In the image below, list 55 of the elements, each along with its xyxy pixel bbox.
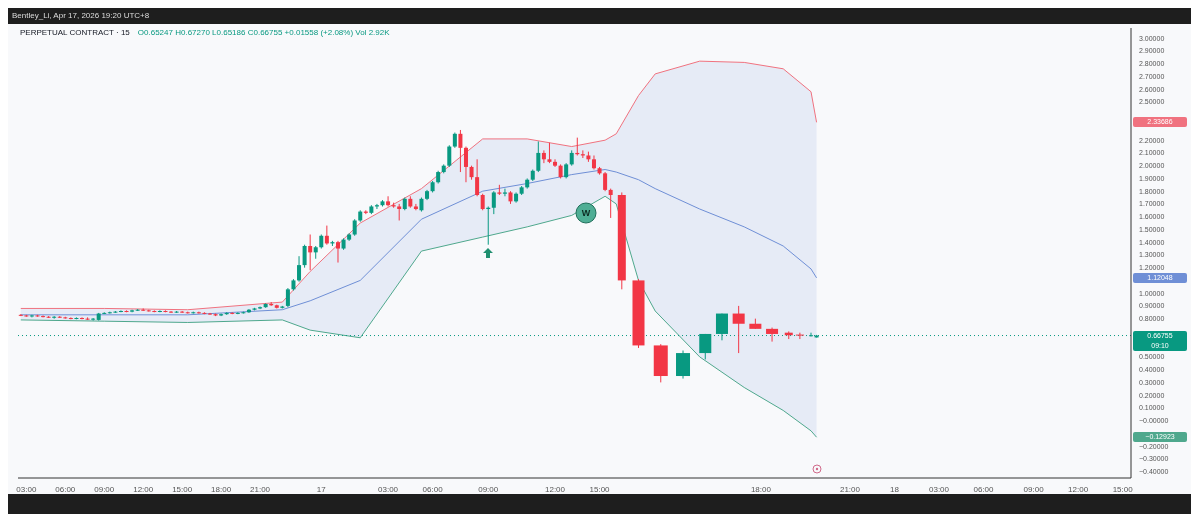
x-tick-label: 18:00	[211, 484, 232, 494]
x-tick-label: 03:00	[928, 484, 950, 494]
text: Bentley_Li, Apr 17, 2026 19:20 UTC+8	[11, 10, 151, 22]
x-tick-label: 18:00	[750, 484, 772, 494]
x-tick-label: 12:00	[1068, 484, 1089, 494]
x-tick-label: 15:00	[172, 484, 193, 494]
candlestick	[447, 144, 452, 168]
candlestick	[285, 287, 290, 308]
candlestick	[553, 158, 558, 168]
candlestick	[324, 225, 329, 246]
x-tick-label: 09:00	[1023, 484, 1045, 494]
x-tick-label: 15:00	[1112, 484, 1134, 494]
candlestick	[308, 234, 313, 271]
x-tick-label: 15:00	[589, 484, 611, 494]
x-tick-label: 03:00	[378, 484, 399, 494]
candlestick	[475, 158, 480, 197]
x-tick-label: 21:00	[250, 484, 271, 494]
line-series	[20, 60, 818, 311]
candlestick	[547, 142, 552, 164]
candlestick	[169, 310, 174, 314]
candlestick	[463, 146, 468, 183]
candlestick	[491, 190, 496, 215]
candlestick	[536, 140, 541, 173]
x-tick-label: 17	[316, 484, 327, 494]
x-tick-label: 21:00	[839, 484, 861, 494]
x-tick-label: 03:00	[16, 484, 37, 494]
candlestick	[297, 255, 302, 283]
line-series	[20, 169, 818, 316]
x-tick-label: 09:00	[478, 484, 499, 494]
candlestick	[157, 309, 162, 313]
annotation: W	[581, 208, 591, 219]
x-tick-label: 06:00	[55, 484, 76, 494]
candlestick	[196, 311, 201, 315]
candlestick	[541, 149, 546, 164]
candlestick	[413, 203, 418, 211]
candlestick	[68, 316, 73, 320]
line-series	[20, 195, 818, 438]
candlestick	[118, 309, 123, 313]
x-tick-label: 06:00	[422, 484, 444, 494]
x-tick-label: 12:00	[545, 484, 566, 494]
x-tick-label: 09:00	[94, 484, 115, 494]
candlestick	[79, 316, 84, 320]
x-tick-label: 06:00	[973, 484, 995, 494]
x-tick-label: 18	[890, 484, 900, 494]
candlestick	[302, 244, 307, 269]
annotation: O0.65247 H0.67270 L0.65186 C0.66755 +0.01558 (+2.08%) Vol 2.92K	[137, 28, 390, 37]
candlestick	[502, 188, 507, 197]
candlestick	[603, 171, 608, 192]
x-tick-label: 12:00	[133, 484, 154, 494]
chart-title: PERPETUAL CONTRACT · 15	[20, 28, 130, 37]
candlestick	[386, 195, 391, 207]
candlestick	[608, 188, 613, 219]
candlestick	[41, 314, 46, 318]
candlestick	[458, 129, 463, 173]
candlestick	[335, 240, 340, 264]
